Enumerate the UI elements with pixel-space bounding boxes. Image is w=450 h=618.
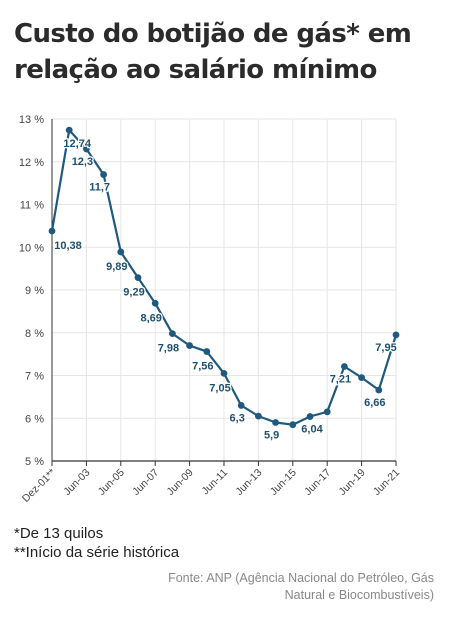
data-label: 10,38: [54, 240, 82, 252]
x-tick-label: Jun-03: [61, 467, 92, 498]
data-point: [186, 342, 194, 349]
data-label: 9,29: [123, 287, 144, 299]
data-point: [134, 274, 142, 282]
data-label: 7,21: [330, 374, 351, 386]
y-tick-label: 11 %: [20, 200, 44, 212]
data-label: 12,74: [63, 138, 91, 150]
data-point: [100, 171, 107, 178]
data-point: [323, 408, 331, 416]
source-credit: Fonte: ANP (Agência Nacional do Petróleo…: [168, 571, 434, 602]
data-label: 9,89: [106, 261, 127, 273]
data-labels: 10,38 12,74 12,3 11,7 9,89 9,29 8,69 7,98 7,56 7,…: [53, 137, 398, 443]
data-point: [358, 374, 365, 382]
data-label: 6,04: [301, 424, 323, 436]
x-tick-label: Jun-05: [96, 467, 127, 498]
axes: 5 %6 %7 %8 %9 %10 %11 %12 %13 %Dez-01** J…: [19, 114, 402, 505]
y-tick-label: 13 %: [19, 114, 44, 126]
data-point: [375, 386, 383, 394]
data-point: [237, 402, 245, 409]
data-point: [203, 348, 211, 355]
data-label: 11,7: [89, 182, 110, 194]
data-label: 6,3: [230, 412, 245, 424]
data-point: [272, 419, 279, 426]
y-tick-label: 8 %: [25, 328, 44, 340]
data-label: 7,56: [192, 361, 213, 373]
x-tick-label: Jun-15: [268, 467, 299, 498]
data-points: [48, 126, 400, 429]
data-label: 5,9: [264, 430, 279, 442]
data-point: [169, 330, 176, 338]
data-point: [341, 363, 348, 370]
data-label: 7,95: [375, 342, 396, 354]
footnote-weight: *De 13 quilos: [14, 525, 104, 542]
data-label: 12,3: [72, 156, 93, 168]
x-tick-label: Jun-11: [199, 467, 230, 498]
data-point: [255, 412, 262, 420]
footnote-series-start: **Início da série histórica: [14, 544, 180, 561]
y-tick-label: 5 %: [25, 456, 44, 468]
y-tick-label: 12 %: [19, 157, 44, 169]
x-tick-label: Jun-19: [337, 467, 368, 498]
y-tick-label: 7 %: [25, 371, 44, 383]
data-point: [306, 413, 314, 420]
data-point: [65, 126, 73, 134]
data-point: [83, 145, 90, 153]
data-label: 6,66: [364, 397, 385, 409]
x-tick-label: Dez-01**: [20, 467, 58, 505]
data-point: [392, 331, 400, 339]
data-point: [48, 227, 56, 235]
x-tick-label: Jun-13: [233, 467, 264, 498]
line-chart: 5 %6 %7 %8 %9 %10 %11 %12 %13 %Dez-01** J…: [19, 114, 402, 505]
data-point: [220, 369, 228, 377]
gridlines: [51, 118, 397, 461]
y-tick-label: 6 %: [25, 413, 44, 425]
y-tick-label: 10 %: [19, 242, 44, 254]
data-point: [289, 421, 297, 429]
data-point: [151, 299, 159, 307]
data-label: 8,69: [140, 312, 161, 324]
chart-title: Custo do botijão de gás* em relação ao s…: [14, 19, 412, 85]
x-tick-label: Jun-21: [371, 467, 402, 498]
x-tick-label: Jun-09: [165, 467, 196, 498]
data-label: 7,05: [209, 382, 230, 394]
x-tick-label: Jun-07: [130, 467, 161, 498]
y-tick-label: 9 %: [25, 285, 44, 297]
data-point: [117, 248, 125, 256]
x-tick-label: Jun-17: [302, 467, 333, 498]
data-label: 7,98: [158, 343, 179, 355]
